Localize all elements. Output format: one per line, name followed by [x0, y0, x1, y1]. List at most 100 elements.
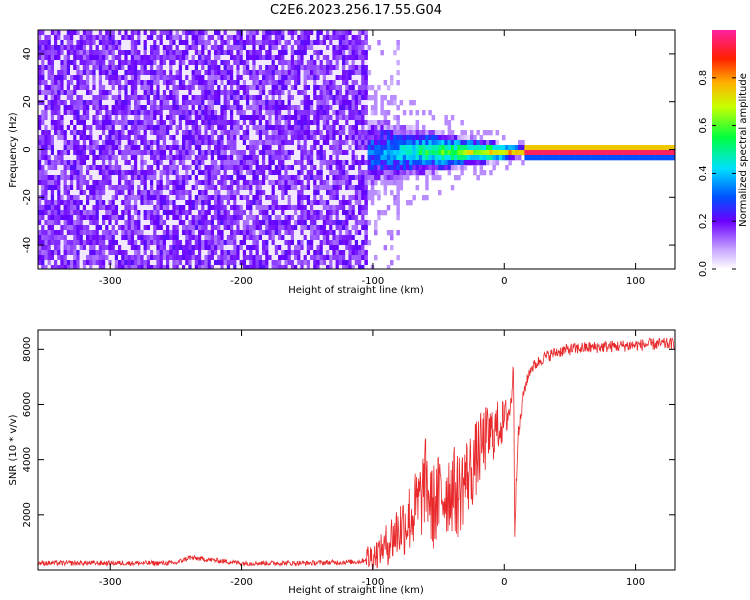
heatmap-cell	[281, 255, 285, 261]
heatmap-cell	[89, 145, 93, 151]
heatmap-cell	[297, 145, 301, 151]
heatmap-cell	[329, 240, 333, 246]
heatmap-cell	[345, 130, 349, 136]
heatmap-cell	[156, 170, 160, 176]
heatmap-cell	[98, 145, 103, 151]
heatmap-cell	[79, 80, 84, 86]
heatmap-cell	[169, 55, 173, 61]
heatmap-cell	[358, 80, 362, 86]
heatmap-cell	[361, 35, 365, 41]
heatmap-cell	[108, 215, 112, 221]
heatmap-cell	[230, 260, 234, 266]
heatmap-cell	[364, 155, 368, 161]
heatmap-cell	[220, 250, 224, 256]
heatmap-cell	[47, 230, 52, 236]
heatmap-cell	[226, 105, 231, 111]
heatmap-cell	[150, 55, 154, 61]
heatmap-cell	[332, 165, 336, 171]
heatmap-cell	[198, 40, 202, 46]
heatmap-cell	[326, 195, 330, 201]
heatmap-cell	[153, 150, 157, 156]
heatmap-cell	[361, 45, 365, 51]
heatmap-cell	[153, 105, 157, 111]
heatmap-cell	[332, 260, 336, 266]
heatmap-cell	[316, 60, 320, 66]
heatmap-cell	[278, 205, 282, 211]
heatmap-cell	[60, 225, 64, 231]
heatmap-cell	[271, 255, 276, 261]
heatmap-cell	[105, 190, 109, 196]
heatmap-cell	[361, 205, 365, 211]
heatmap-cell	[124, 135, 128, 141]
heatmap-cell	[137, 215, 141, 221]
heatmap-cell	[255, 265, 260, 269]
heatmap-cell	[54, 70, 58, 76]
heatmap-cell	[271, 100, 276, 106]
heatmap-cell	[354, 260, 359, 266]
heatmap-cell	[361, 95, 365, 101]
heatmap-cell	[137, 30, 141, 36]
heatmap-cell	[204, 50, 208, 56]
heatmap-cell	[114, 95, 119, 101]
heatmap-cell	[364, 50, 368, 56]
heatmap-cell	[242, 125, 247, 131]
heatmap-cell	[294, 135, 298, 141]
heatmap-cell	[207, 255, 212, 261]
heatmap-cell	[156, 260, 160, 266]
heatmap-cell	[284, 95, 288, 101]
heatmap-cell	[54, 215, 58, 221]
heatmap-cell	[367, 130, 372, 136]
heatmap-cell	[191, 35, 196, 41]
heatmap-cell	[249, 185, 253, 191]
heatmap-cell	[182, 265, 186, 269]
heatmap-cell	[326, 35, 330, 41]
heatmap-cell	[303, 145, 308, 151]
heatmap-cell	[105, 220, 109, 226]
heatmap-cell	[118, 135, 122, 141]
heatmap-cell	[300, 140, 304, 146]
heatmap-cell	[150, 220, 154, 226]
heatmap-cell	[130, 170, 135, 176]
heatmap-cell	[76, 35, 80, 41]
heatmap-cell	[98, 120, 103, 126]
heatmap-cell	[354, 185, 359, 191]
heatmap-cell	[124, 160, 128, 166]
heatmap-cell	[239, 190, 244, 196]
heatmap-cell	[322, 190, 327, 196]
heatmap-cell	[137, 65, 141, 71]
heatmap-cell	[338, 165, 343, 171]
heatmap-cell	[220, 75, 224, 81]
heatmap-cell	[156, 215, 160, 221]
heatmap-cell	[310, 125, 314, 131]
heatmap-cell	[38, 245, 42, 251]
heatmap-cell	[217, 155, 221, 161]
heatmap-cell	[146, 90, 151, 96]
heatmap-cell	[166, 120, 170, 126]
heatmap-cell	[118, 90, 122, 96]
heatmap-cell	[130, 60, 135, 66]
heatmap-cell	[326, 110, 330, 116]
heatmap-cell	[41, 170, 45, 176]
heatmap-cell	[185, 35, 189, 41]
heatmap-cell	[47, 255, 52, 261]
heatmap-cell	[217, 205, 221, 211]
heatmap-cell	[322, 120, 327, 126]
heatmap-cell	[111, 160, 116, 166]
heatmap-cell	[70, 60, 74, 66]
heatmap-cell	[274, 100, 279, 106]
heatmap-cell	[172, 130, 176, 136]
heatmap-cell	[95, 50, 100, 56]
heatmap-cell	[156, 210, 160, 216]
heatmap-cell	[230, 150, 234, 156]
heatmap-cell	[319, 170, 324, 176]
heatmap-cell	[268, 145, 272, 151]
heatmap-cell	[41, 55, 45, 61]
heatmap-cell	[79, 210, 84, 216]
heatmap-cell	[201, 60, 205, 66]
heatmap-cell	[73, 90, 77, 96]
heatmap-cell	[137, 135, 141, 141]
heatmap-cell	[146, 245, 151, 251]
heatmap-cell	[143, 105, 148, 111]
heatmap-cell	[38, 135, 42, 141]
heatmap-cell	[50, 235, 55, 241]
